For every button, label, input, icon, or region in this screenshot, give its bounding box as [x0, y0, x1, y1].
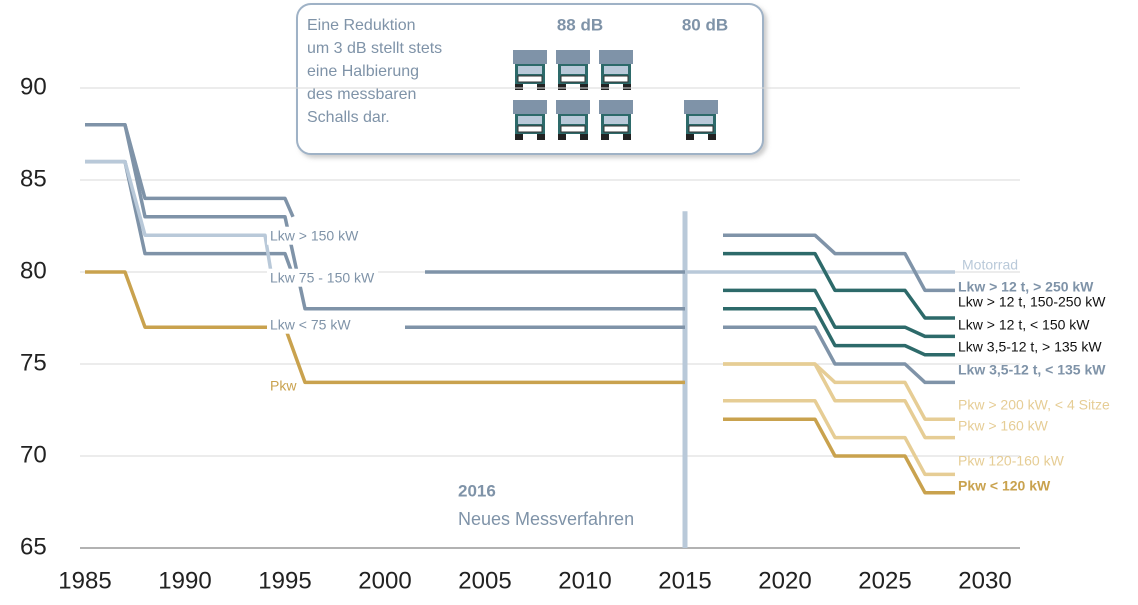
series-label: Lkw > 12 t, < 150 kW: [958, 317, 1090, 333]
info-line: Schalls dar.: [307, 109, 390, 126]
series-line: [723, 233, 955, 293]
series-line: [85, 270, 685, 385]
series-label: Motorrad: [962, 257, 1018, 273]
x-tick-label: 2025: [858, 567, 911, 594]
series-label: Pkw: [270, 378, 297, 394]
series-line: [723, 399, 955, 477]
y-tick-label: 65: [20, 533, 47, 560]
x-tick-label: 2020: [758, 567, 811, 594]
series-label: Lkw < 75 kW: [270, 317, 351, 333]
info-box: 88 dB 80 dB Eine Reduktion um 3 dB stellt…: [296, 3, 764, 155]
series-line: [723, 417, 955, 495]
x-tick-label: 2005: [458, 567, 511, 594]
y-tick-label: 70: [20, 441, 47, 468]
series-line: [723, 251, 955, 320]
info-line: Eine Reduktion: [307, 17, 416, 34]
series-label: Lkw > 12 t, > 250 kW: [958, 279, 1094, 295]
highlight-year: 2016: [458, 481, 496, 500]
series-label: Lkw > 12 t, 150-250 kW: [958, 294, 1106, 310]
y-tick-label: 90: [20, 73, 47, 100]
series-line: [723, 288, 955, 339]
series-label: Pkw > 160 kW: [958, 418, 1049, 434]
info-line: eine Halbierung: [307, 63, 419, 80]
info-line: des messbaren: [307, 86, 416, 103]
x-tick-label: 1985: [58, 567, 111, 594]
series-label: Lkw 75 - 150 kW: [270, 270, 375, 286]
label-bg: [267, 376, 301, 395]
x-tick-label: 1995: [258, 567, 311, 594]
info-80: 80 dB: [682, 15, 728, 34]
series-line: [85, 123, 685, 311]
series-label: Lkw 3,5-12 t, < 135 kW: [958, 362, 1106, 378]
label-bg: [267, 268, 379, 287]
x-tick-label: 2015: [658, 567, 711, 594]
label-bg: [267, 226, 363, 245]
series-label: Pkw 120-160 kW: [958, 453, 1065, 469]
series-line: [723, 362, 955, 421]
y-tick-label: 80: [20, 257, 47, 284]
series-label: Pkw > 200 kW, < 4 Sitze: [958, 397, 1110, 413]
series-line: [723, 307, 955, 357]
x-tick-label: 2030: [958, 567, 1011, 594]
x-tick-label: 1990: [158, 567, 211, 594]
info-line: um 3 dB stellt stets: [307, 40, 442, 57]
series-label: Lkw 3,5-12 t, > 135 kW: [958, 339, 1102, 355]
series-line: [723, 325, 955, 385]
highlight-text: Neues Messverfahren: [458, 509, 634, 529]
label-bg: [267, 315, 355, 334]
x-tick-label: 2010: [558, 567, 611, 594]
series-label: Lkw > 150 kW: [270, 228, 359, 244]
series-line: [85, 159, 955, 274]
series-line: [723, 362, 955, 440]
y-tick-label: 85: [20, 165, 47, 192]
series-line: [85, 159, 685, 329]
x-tick-label: 2000: [358, 567, 411, 594]
series-label: Pkw < 120 kW: [958, 478, 1051, 494]
info-88: 88 dB: [557, 15, 603, 34]
y-tick-label: 75: [20, 349, 47, 376]
